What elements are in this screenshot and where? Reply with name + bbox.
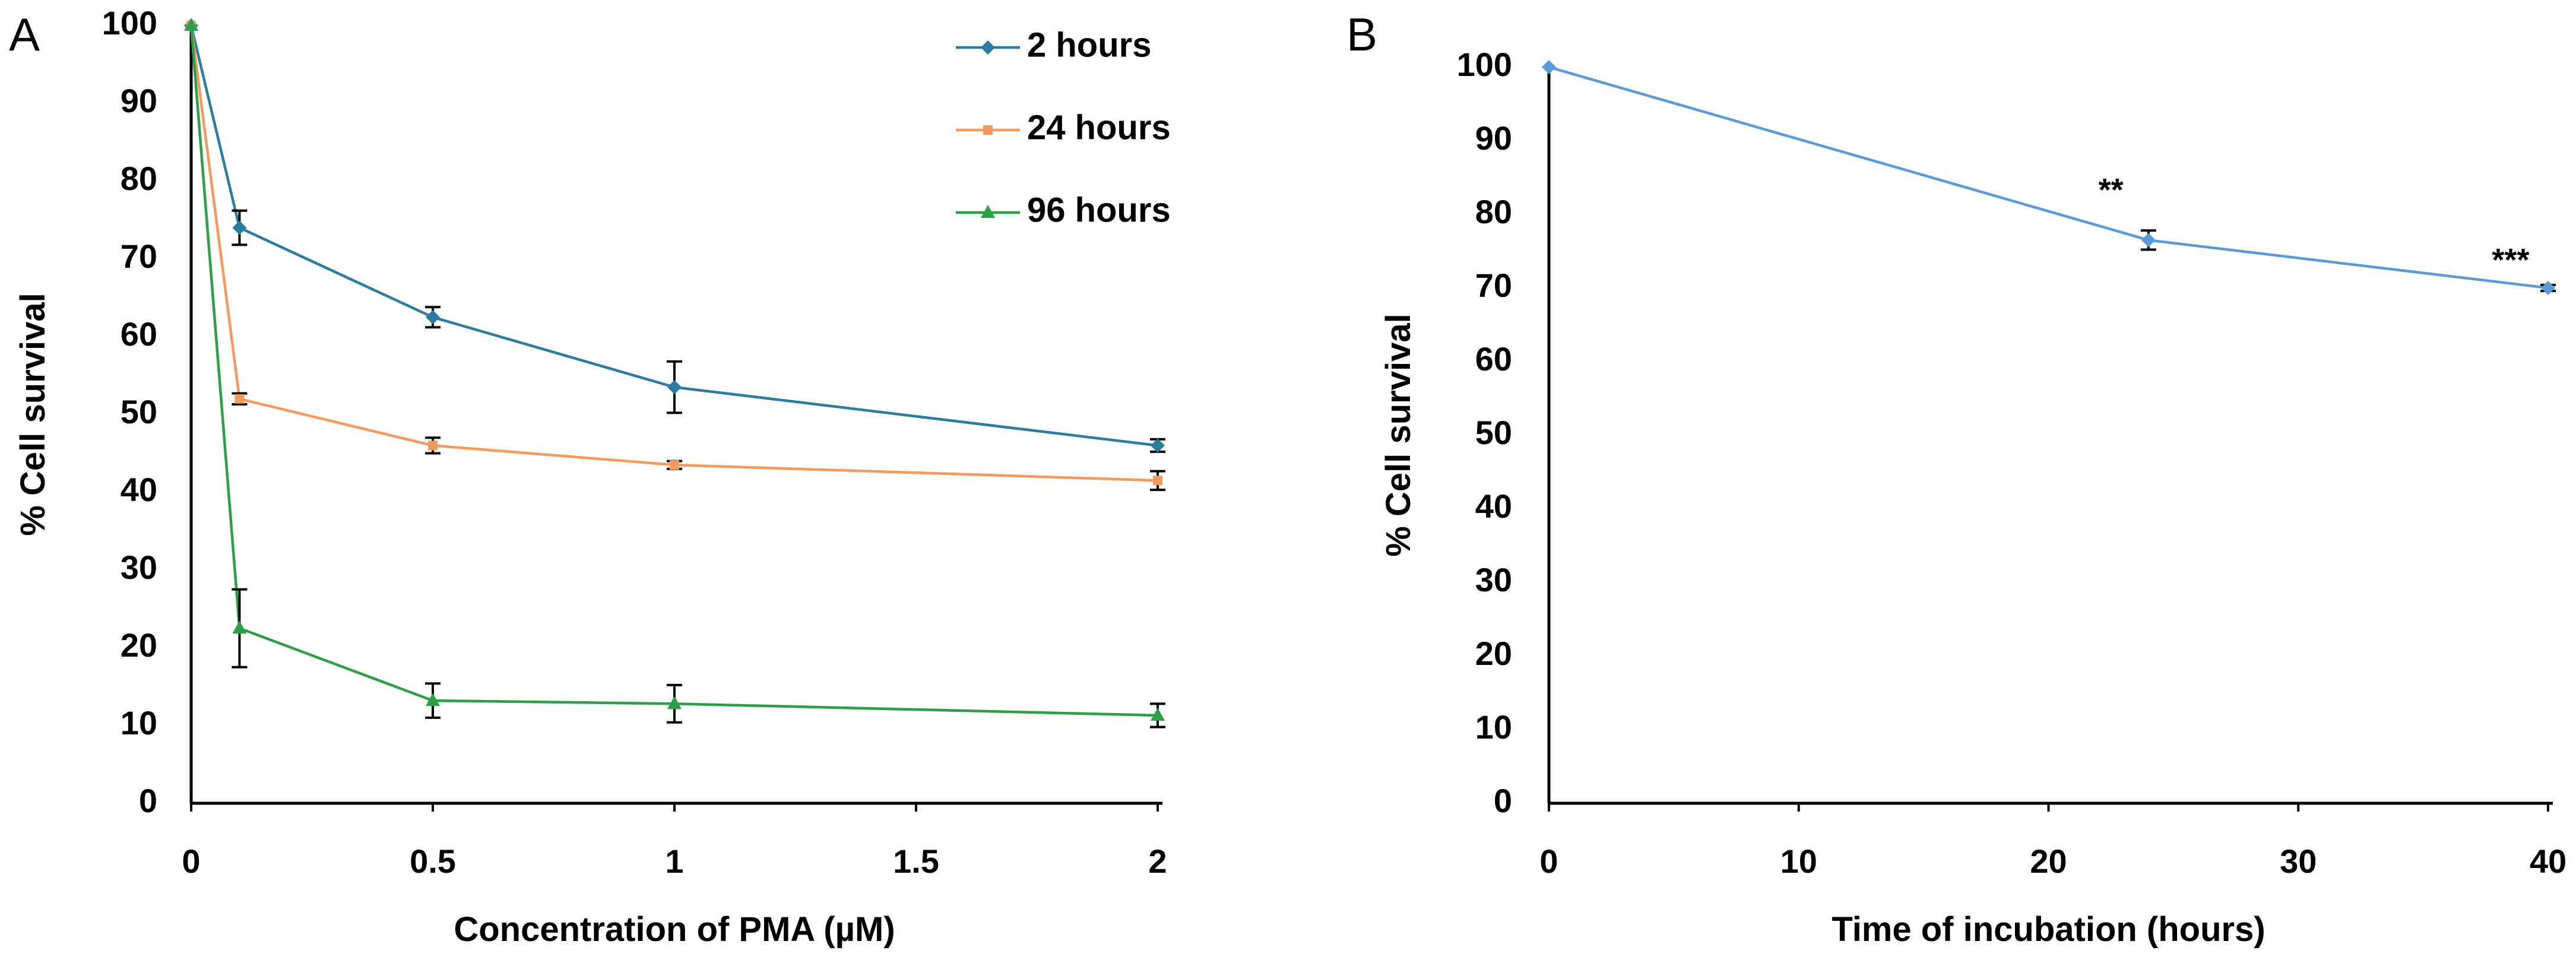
x-axis-title: Concentration of PMA (µM) xyxy=(454,910,895,949)
chart-panel-a: A 0 10 20 30 40 50 60 70 80 90 100 0 0.5 1 1.5 2 Concentr… xyxy=(9,4,1171,949)
y-tick-label: 0 xyxy=(139,782,157,819)
y-axis-title: % Cell survival xyxy=(1379,313,1418,556)
data-point xyxy=(232,220,247,235)
y-tick-label: 20 xyxy=(1475,635,1512,672)
x-tick-label: 30 xyxy=(2280,842,2317,880)
data-point xyxy=(1153,476,1162,486)
x-tick-label: 20 xyxy=(2030,842,2067,880)
chart-panel-b: B 0 10 20 30 40 50 60 70 80 90 100 0 10 20 30 40 Time of … xyxy=(1346,8,2567,949)
panel-letter: B xyxy=(1346,8,1377,61)
data-point xyxy=(1151,438,1165,453)
y-tick-label: 70 xyxy=(121,237,157,275)
y-tick-label: 100 xyxy=(1457,46,1512,83)
x-tick-label: 1 xyxy=(665,842,683,880)
legend-label: 2 hours xyxy=(1027,26,1152,64)
y-tick-label: 10 xyxy=(121,704,157,742)
y-tick-label: 10 xyxy=(1475,708,1512,746)
y-tick-label: 100 xyxy=(102,4,157,42)
x-tick-label: 0.5 xyxy=(410,842,456,880)
data-point xyxy=(426,310,440,325)
y-tick-label: 30 xyxy=(121,549,157,586)
y-tick-label: 40 xyxy=(121,471,157,508)
data-point xyxy=(232,620,247,634)
legend-label: 24 hours xyxy=(1027,108,1171,147)
x-tick-label: 0 xyxy=(182,842,200,880)
y-tick-label: 90 xyxy=(121,82,157,119)
y-tick-label: 80 xyxy=(1475,193,1512,230)
y-tick-label: 0 xyxy=(1494,782,1512,819)
x-tick-label: 2 xyxy=(1148,842,1167,880)
x-tick-label: 1.5 xyxy=(893,842,939,880)
y-tick-label: 90 xyxy=(1475,119,1512,157)
data-point xyxy=(2141,233,2156,248)
x-tick-label: 0 xyxy=(1539,842,1558,880)
data-point xyxy=(235,394,245,404)
data-point xyxy=(184,18,198,31)
x-axis-title: Time of incubation (hours) xyxy=(1832,910,2265,949)
legend-entry: 24 hours xyxy=(956,108,1171,147)
y-tick-label: 50 xyxy=(121,393,157,430)
x-tick-label: 40 xyxy=(2530,842,2567,880)
data-point xyxy=(2541,281,2555,295)
x-tick-label: 10 xyxy=(1780,842,1817,880)
data-point xyxy=(667,380,682,395)
y-tick-label: 50 xyxy=(1475,414,1512,451)
y-tick-label: 60 xyxy=(1475,340,1512,378)
legend-entry: 96 hours xyxy=(956,191,1171,229)
legend-label: 96 hours xyxy=(1027,191,1171,229)
data-point xyxy=(426,693,440,706)
panel-letter: A xyxy=(9,8,40,61)
y-tick-label: 80 xyxy=(121,160,157,197)
y-axis-title: % Cell survival xyxy=(14,293,52,536)
data-point xyxy=(428,441,438,451)
data-point xyxy=(1151,707,1165,721)
legend-marker xyxy=(981,205,995,218)
series-line xyxy=(1548,65,2549,290)
y-tick-label: 70 xyxy=(1475,267,1512,304)
y-tick-label: 40 xyxy=(1475,487,1512,525)
legend-entry: 2 hours xyxy=(956,26,1152,64)
significance-annotation: ** xyxy=(2099,172,2124,208)
y-tick-label: 20 xyxy=(121,626,157,664)
y-tick-label: 60 xyxy=(121,315,157,353)
legend-marker xyxy=(981,40,995,55)
y-tick-label: 30 xyxy=(1475,561,1512,598)
legend-marker xyxy=(983,125,993,135)
significance-annotation: *** xyxy=(2492,242,2529,278)
data-point xyxy=(670,460,679,470)
data-point xyxy=(1542,60,1556,74)
data-point xyxy=(667,696,682,709)
